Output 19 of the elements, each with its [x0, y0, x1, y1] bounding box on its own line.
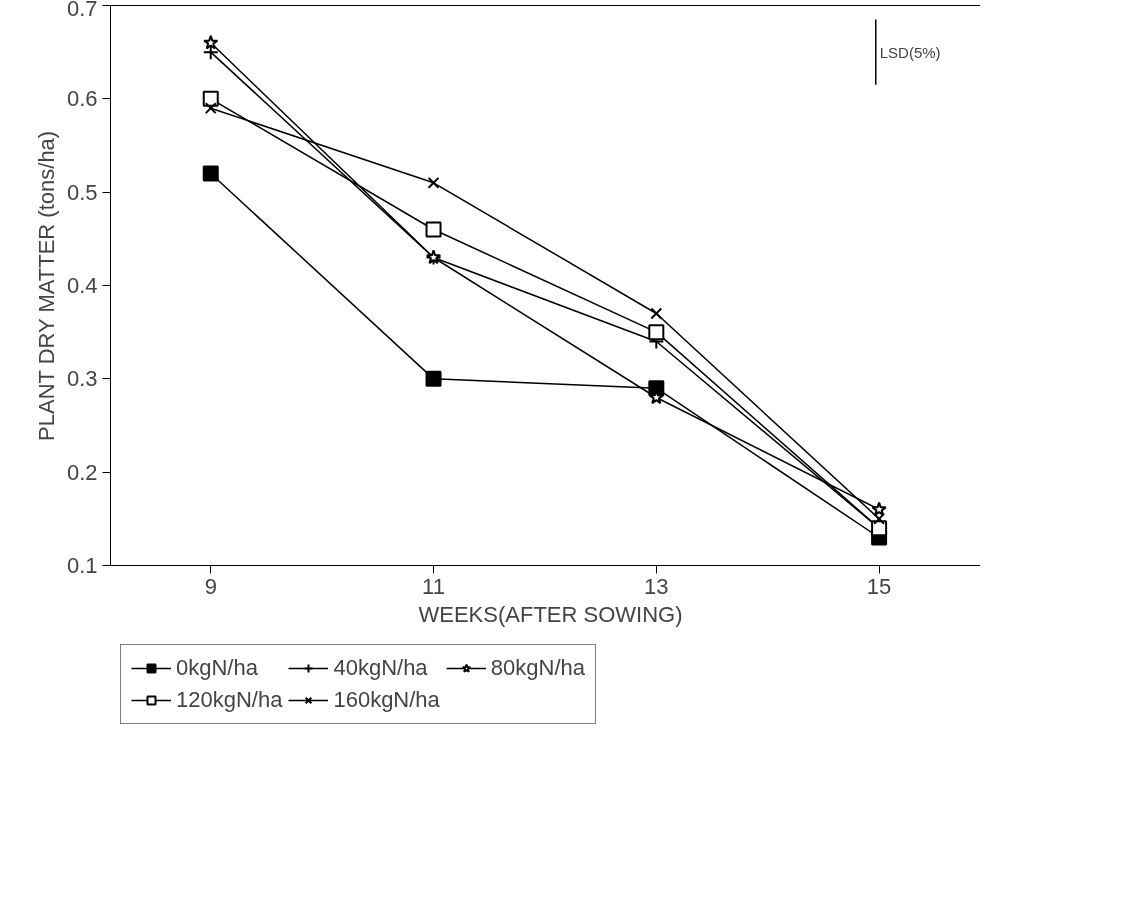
x-tick-label: 13	[644, 573, 669, 599]
y-axis-title: PLANT DRY MATTER (tons/ha)	[33, 130, 59, 441]
legend-label: 0kgN/ha	[176, 655, 258, 681]
legend-label: 120kgN/ha	[176, 687, 283, 713]
y-tick-label: 0.4	[66, 273, 98, 298]
annotation: LSD(5%)	[879, 43, 941, 61]
y-tick-label: 0.7	[66, 0, 98, 21]
y-tick-label: 0.3	[66, 366, 98, 392]
y-tick-label: 0.1	[66, 553, 98, 578]
x-tick-label: 15	[866, 573, 892, 599]
x-tick-label: 11	[422, 573, 445, 599]
x-tick-label: 9	[204, 573, 217, 599]
legend-label: 80kgN/ha	[490, 655, 586, 681]
y-tick-label: 0.2	[66, 459, 98, 485]
y-tick-label: 0.5	[66, 179, 98, 205]
legend-label: 40kgN/ha	[333, 655, 428, 681]
legend-label: 160kgN/ha	[333, 687, 440, 713]
y-tick-label: 0.6	[66, 86, 98, 112]
x-axis-title: WEEKS(AFTER SOWING)	[418, 601, 683, 627]
